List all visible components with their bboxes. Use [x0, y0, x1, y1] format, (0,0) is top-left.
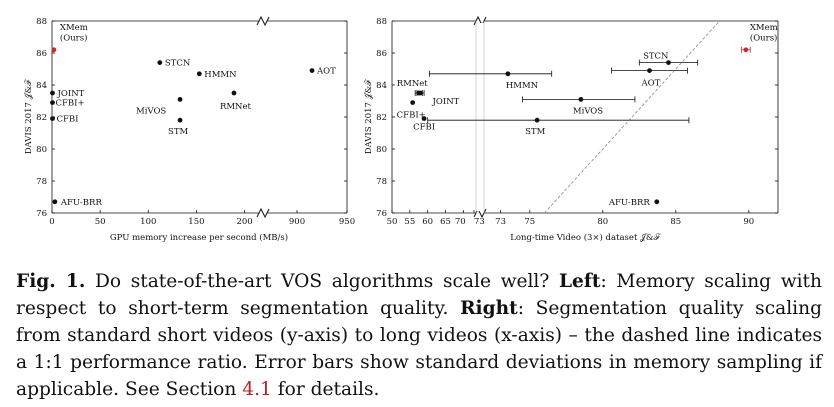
y-tick-label: 82 — [376, 113, 387, 123]
point-label: JOINT — [432, 97, 460, 107]
data-point-cfbi — [50, 116, 55, 121]
caption-figure-label: Fig. 1. — [16, 271, 86, 292]
data-point-stcn — [157, 60, 163, 65]
x-tick-label: 73 — [474, 217, 485, 227]
caption-text-3: : Segmentation quality scaling from stan… — [16, 298, 822, 400]
data-point-cfbi- — [50, 100, 55, 105]
axis-break-mark-0 — [256, 15, 270, 27]
y-tick-label: 88 — [376, 17, 387, 27]
data-point-rmnet — [231, 90, 237, 96]
y-tick-label: 84 — [376, 81, 387, 91]
data-point-joint — [50, 90, 55, 96]
left-chart: 76 78 80 82 84 86 88 0 50 100 150 200 900 950 GPU memo… — [24, 15, 355, 243]
point-label: RMNet — [397, 79, 429, 89]
data-point-aot — [647, 68, 652, 73]
y-tick-label: 84 — [36, 81, 47, 91]
point-label: JOINT — [56, 89, 84, 99]
y-tick-label: 80 — [376, 145, 387, 155]
right-chart: 76 78 80 82 84 86 88 50 55 60 65 70 73 73 75 80 85 90 Long… — [364, 15, 779, 243]
data-point-xmem — [51, 47, 57, 53]
point-label: MiVOS — [136, 106, 166, 116]
caption-left-label: Left — [558, 271, 601, 292]
x-axis-label: Long-time Video (3×) dataset 𝒥&ℱ — [510, 232, 661, 243]
x-tick-label: 80 — [597, 217, 608, 227]
x-tick-label: 60 — [422, 217, 433, 227]
data-point-hmmn — [196, 71, 202, 77]
point-label: AFU-BRR — [608, 198, 651, 208]
caption-text-4: for details. — [271, 379, 380, 400]
point-label: STM — [525, 127, 545, 137]
point-label: HMMN — [506, 81, 539, 91]
x-tick-label: 200 — [236, 217, 252, 227]
point-label: CFBI+ — [55, 99, 84, 109]
y-axis-label: DAVIS 2017 𝒥&ℱ — [364, 78, 374, 154]
point-label: CFBI — [56, 115, 78, 125]
y-tick-label: 88 — [36, 17, 47, 27]
x-tick-label: 65 — [440, 217, 451, 227]
x-tick-label: 85 — [670, 217, 681, 227]
x-tick-label: 50 — [387, 217, 398, 227]
figure-caption: Fig. 1. Do state-of-the-art VOS algorith… — [16, 268, 822, 403]
x-tick-label: 150 — [188, 217, 204, 227]
data-point-aot — [309, 68, 315, 73]
break-gap — [476, 23, 484, 211]
point-label: XMem (Ours) — [750, 23, 778, 44]
y-tick-label: 86 — [376, 49, 387, 59]
x-tick-label: 900 — [289, 217, 305, 227]
axis-break-mark-1 — [256, 207, 270, 219]
x-tick-label: 50 — [95, 217, 106, 227]
data-point-stm — [534, 117, 540, 123]
point-label: STCN — [165, 59, 191, 69]
y-tick-label: 82 — [36, 113, 47, 123]
y-tick-label: 78 — [36, 177, 47, 187]
y-tick-label: 86 — [36, 49, 47, 59]
point-label: AOT — [316, 67, 336, 77]
x-tick-label: 90 — [743, 217, 754, 227]
x-tick-label: 100 — [140, 217, 156, 227]
data-point-hmmn — [505, 71, 511, 77]
y-tick-label: 80 — [36, 145, 47, 155]
y-tick-label: 76 — [36, 209, 47, 219]
data-point-cfbi- — [410, 100, 416, 105]
x-tick-label: 55 — [404, 217, 415, 227]
point-label: CFBI+ — [397, 111, 426, 121]
x-axis-label: GPU memory increase per second (MB/s) — [110, 232, 288, 243]
point-label: STM — [168, 127, 188, 137]
point-label: MiVOS — [573, 106, 603, 116]
point-label: RMNet — [220, 102, 252, 112]
point-label: XMem (Ours) — [60, 23, 88, 44]
data-point-afu-brr — [52, 199, 58, 205]
data-point-stcn — [666, 60, 671, 65]
caption-text-2: : Memory scaling with respect to short-t… — [16, 271, 822, 319]
point-label: STCN — [643, 52, 669, 62]
point-label: CFBI — [413, 123, 435, 133]
caption-right-label: Right — [460, 298, 518, 319]
data-point-mivos — [177, 97, 183, 102]
data-point-xmem — [743, 47, 749, 53]
y-axis-label: DAVIS 2017 𝒥&ℱ — [24, 78, 34, 154]
caption-text-1: Do state-of-the-art VOS algorithms scale… — [85, 271, 559, 292]
figure-1: 76 78 80 82 84 86 88 0 50 100 150 200 900 950 GPU memo… — [24, 15, 779, 243]
ratio-1to1-dashed-line — [544, 20, 720, 214]
point-label: AFU-BRR — [60, 198, 103, 208]
data-point-mivos — [578, 97, 584, 102]
x-tick-label: 70 — [455, 217, 466, 227]
data-point-afu-brr — [654, 199, 660, 205]
data-point-cfbi — [421, 116, 427, 121]
y-tick-label: 78 — [376, 177, 387, 187]
y-tick-label: 76 — [376, 209, 387, 219]
point-label: HMMN — [204, 70, 237, 80]
section-link[interactable]: 4.1 — [242, 379, 272, 400]
data-point-stm — [177, 117, 183, 123]
x-tick-label: 0 — [49, 217, 54, 227]
x-tick-label: 75 — [524, 217, 535, 227]
x-tick-label: 950 — [339, 217, 355, 227]
data-point-joint — [418, 90, 423, 96]
point-label: AOT — [641, 79, 661, 89]
x-tick-label: 73 — [495, 217, 506, 227]
